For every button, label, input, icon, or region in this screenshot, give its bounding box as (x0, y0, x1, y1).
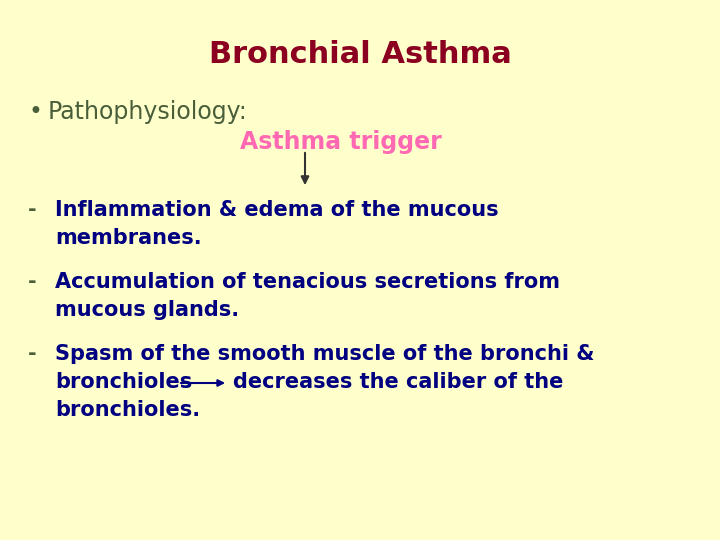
Text: bronchioles.: bronchioles. (55, 400, 200, 420)
Text: Pathophysiology:: Pathophysiology: (48, 100, 248, 124)
Text: bronchioles: bronchioles (55, 372, 192, 392)
Text: Spasm of the smooth muscle of the bronchi &: Spasm of the smooth muscle of the bronch… (55, 344, 595, 364)
Text: Asthma trigger: Asthma trigger (240, 130, 442, 154)
Text: -: - (28, 272, 37, 292)
Text: -: - (28, 344, 37, 364)
Text: Inflammation & edema of the mucous
membranes.: Inflammation & edema of the mucous membr… (55, 200, 499, 248)
Text: •: • (28, 100, 42, 124)
Text: Accumulation of tenacious secretions from
mucous glands.: Accumulation of tenacious secretions fro… (55, 272, 560, 320)
Text: Bronchial Asthma: Bronchial Asthma (209, 40, 511, 69)
Text: -: - (28, 200, 37, 220)
Text: decreases the caliber of the: decreases the caliber of the (233, 372, 563, 392)
